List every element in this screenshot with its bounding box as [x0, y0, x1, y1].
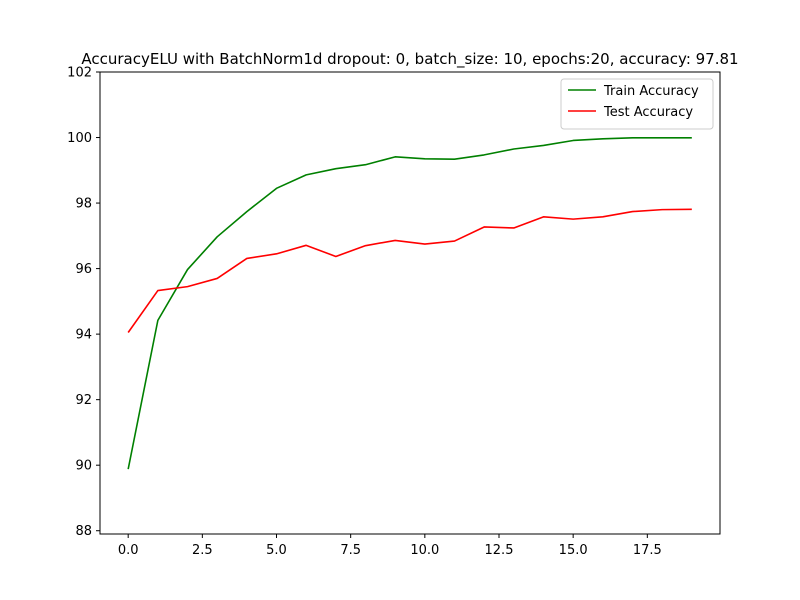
x-tick-label: 0.0: [118, 543, 139, 558]
legend-box: [560, 78, 714, 130]
y-tick-label: 88: [75, 524, 92, 539]
y-tick-label: 98: [75, 197, 92, 212]
y-tick-label: 96: [75, 262, 92, 277]
x-tick-label: 7.5: [340, 543, 361, 558]
legend: Train Accuracy Test Accuracy: [560, 78, 714, 130]
series-line-test-accuracy: [127, 208, 692, 333]
plot-lines: [127, 137, 692, 470]
chart-title: AccuracyELU with BatchNorm1d dropout: 0,…: [81, 50, 738, 69]
y-axis: 88 90 92 94 96 98 100 102: [67, 66, 100, 539]
x-tick-label: 12.5: [485, 543, 514, 558]
y-tick-label: 94: [75, 328, 92, 343]
x-tick-label: 2.5: [192, 543, 213, 558]
y-tick-label: 100: [67, 131, 92, 146]
y-tick-label: 102: [67, 66, 92, 81]
y-tick-label: 92: [75, 393, 92, 408]
x-tick-label: 5.0: [266, 543, 287, 558]
legend-label-train-accuracy: Train Accuracy: [603, 84, 699, 99]
x-axis: 0.0 2.5 5.0 7.5 10.0 12.5 15.0 17.5: [118, 534, 662, 558]
series-line-train-accuracy: [127, 137, 692, 470]
x-tick-label: 10.0: [410, 543, 439, 558]
legend-label-test-accuracy: Test Accuracy: [603, 105, 693, 120]
x-tick-label: 17.5: [633, 543, 662, 558]
y-tick-label: 90: [75, 459, 92, 474]
plot-frame: [99, 71, 721, 535]
x-tick-label: 15.0: [559, 543, 588, 558]
